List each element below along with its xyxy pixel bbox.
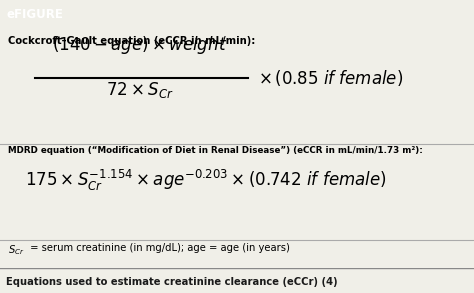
Text: $(140-\mathit{age})\times\mathit{weight}$: $(140-\mathit{age})\times\mathit{weight}… xyxy=(53,34,228,56)
Text: MDRD equation (“Modification of Diet in Renal Disease”) (eCCR in mL/min/1.73 m²): MDRD equation (“Modification of Diet in … xyxy=(8,146,423,155)
Text: $175\times S_{Cr}^{-1.154}\times\mathit{age}^{-0.203}\times(0.742\ \mathit{if}\ : $175\times S_{Cr}^{-1.154}\times\mathit{… xyxy=(25,168,386,193)
Text: Cockcroft–Gault equation (eCCR in mL/min):: Cockcroft–Gault equation (eCCR in mL/min… xyxy=(8,36,255,46)
Text: $\times\,(0.85\ \mathit{if}\ \mathit{female})$: $\times\,(0.85\ \mathit{if}\ \mathit{fem… xyxy=(258,68,403,88)
Text: eFIGURE: eFIGURE xyxy=(6,8,63,21)
Text: = serum creatinine (in mg/dL); age = age (in years): = serum creatinine (in mg/dL); age = age… xyxy=(27,243,290,253)
Text: $S_{Cr}$: $S_{Cr}$ xyxy=(8,243,25,257)
Text: $72\times S_{Cr}$: $72\times S_{Cr}$ xyxy=(106,80,174,100)
Text: Equations used to estimate creatinine clearance (eCCr) (4): Equations used to estimate creatinine cl… xyxy=(6,277,338,287)
